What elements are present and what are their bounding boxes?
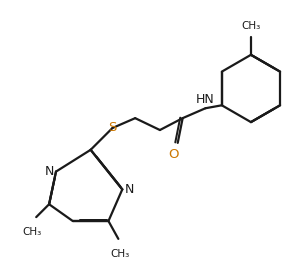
- Text: N: N: [44, 165, 54, 178]
- Text: O: O: [169, 148, 179, 161]
- Text: CH₃: CH₃: [111, 249, 130, 259]
- Text: S: S: [108, 121, 117, 134]
- Text: CH₃: CH₃: [241, 21, 261, 31]
- Text: HN: HN: [196, 93, 215, 106]
- Text: CH₃: CH₃: [23, 227, 42, 237]
- Text: N: N: [124, 183, 134, 196]
